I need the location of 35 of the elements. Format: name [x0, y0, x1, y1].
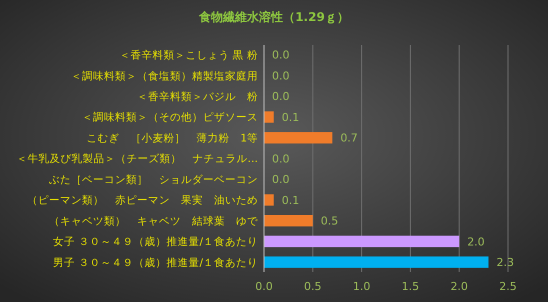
data-label: 2.0: [467, 235, 485, 248]
x-tick-label: 1.5: [402, 280, 420, 293]
data-label: 0.0: [272, 173, 290, 186]
y-tick-label: （ピーマン類） 赤ピーマン 果実 油いため: [27, 194, 258, 207]
bar: [264, 214, 313, 226]
data-label: 0.0: [272, 152, 290, 166]
y-tick-label: 男子 ３０～４９（歳）推進量/１食あたり: [53, 256, 258, 269]
bar: [264, 132, 332, 144]
y-tick-label: こむぎ ［小麦粉］ 薄力粉 1等: [86, 131, 258, 144]
y-tick-label: ＜調味料類＞（食塩類）精製塩家庭用: [71, 69, 258, 82]
x-tick-label: 2.0: [450, 280, 468, 293]
data-label: 2.3: [496, 256, 514, 270]
y-tick-label: （キャベツ類） キャベツ 結球葉 ゆで: [49, 214, 259, 228]
bar: [264, 111, 274, 123]
data-label: 0.1: [282, 110, 300, 124]
bar: [264, 194, 274, 206]
y-tick-label: ぶた［ベーコン類］ ショルダーベーコン: [49, 174, 258, 186]
chart-title: 食物繊維水溶性（1.29ｇ）: [198, 10, 349, 24]
data-label: 0.0: [272, 69, 290, 82]
x-tick-label: 2.5: [499, 280, 517, 293]
bar: [264, 236, 460, 248]
y-tick-label: ＜香辛料類＞こしょう 黒 粉: [119, 48, 258, 62]
y-tick-label: ＜香辛料類＞バジル 粉: [137, 90, 258, 103]
data-label: 0.5: [320, 214, 338, 228]
x-tick-label: 0.0: [255, 280, 273, 293]
data-label: 0.1: [282, 194, 300, 207]
data-label: 0.7: [340, 132, 358, 145]
y-tick-label: 女子 ３０～４９（歳）推進量/１食あたり: [53, 235, 258, 248]
x-tick-label: 0.5: [304, 280, 322, 293]
bar: [264, 256, 488, 268]
x-tick-label: 1.0: [352, 280, 370, 293]
y-tick-label: ＜調味料類＞（その他）ピザソース: [82, 110, 258, 124]
y-tick-label: ＜牛乳及び乳製品＞（チーズ類） ナチュラル…: [16, 152, 258, 166]
data-label: 0.0: [272, 48, 290, 62]
data-label: 0.0: [272, 90, 290, 104]
